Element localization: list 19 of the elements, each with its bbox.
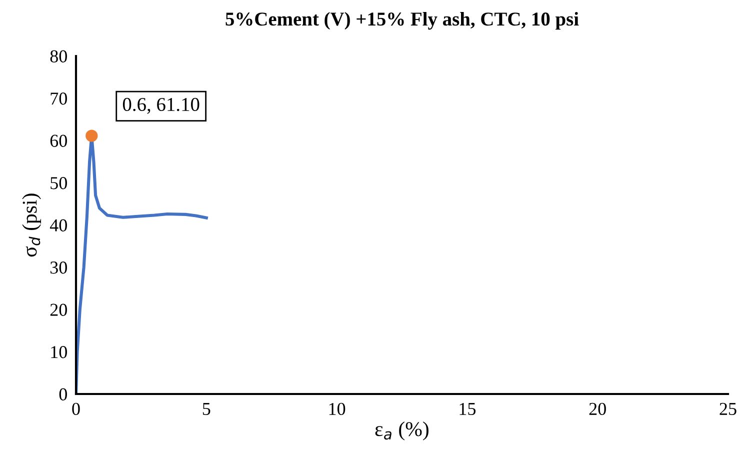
- x-axis-title: ε$_{a}$ (%): [375, 421, 428, 440]
- x-tick-label: 20: [589, 402, 606, 416]
- x-tick-label: 25: [720, 402, 736, 416]
- y-tick-label: 80: [50, 50, 67, 62]
- y-tick-label: 20: [50, 304, 67, 316]
- chart-title: 5%Cement (V) +15% Fly ash, CTC, 10 psi: [226, 12, 579, 30]
- y-tick-label: 10: [51, 346, 67, 358]
- annotation: 0.6, 61.10: [122, 98, 200, 114]
- y-tick-label: 30: [50, 262, 67, 274]
- y-tick-label: 60: [50, 134, 67, 147]
- y-axis-title: σ$_{d}$ (psi): [22, 194, 42, 257]
- y-tick-label: 50: [50, 177, 67, 190]
- x-tick-label: 5: [202, 403, 210, 416]
- x-tick-label: 15: [460, 402, 476, 416]
- y-tick-label: 70: [50, 92, 67, 105]
- x-tick-label: 0: [72, 402, 80, 416]
- x-tick-label: 10: [329, 402, 346, 416]
- y-tick-label: 0: [59, 388, 67, 400]
- y-tick-label: 40: [50, 219, 67, 232]
